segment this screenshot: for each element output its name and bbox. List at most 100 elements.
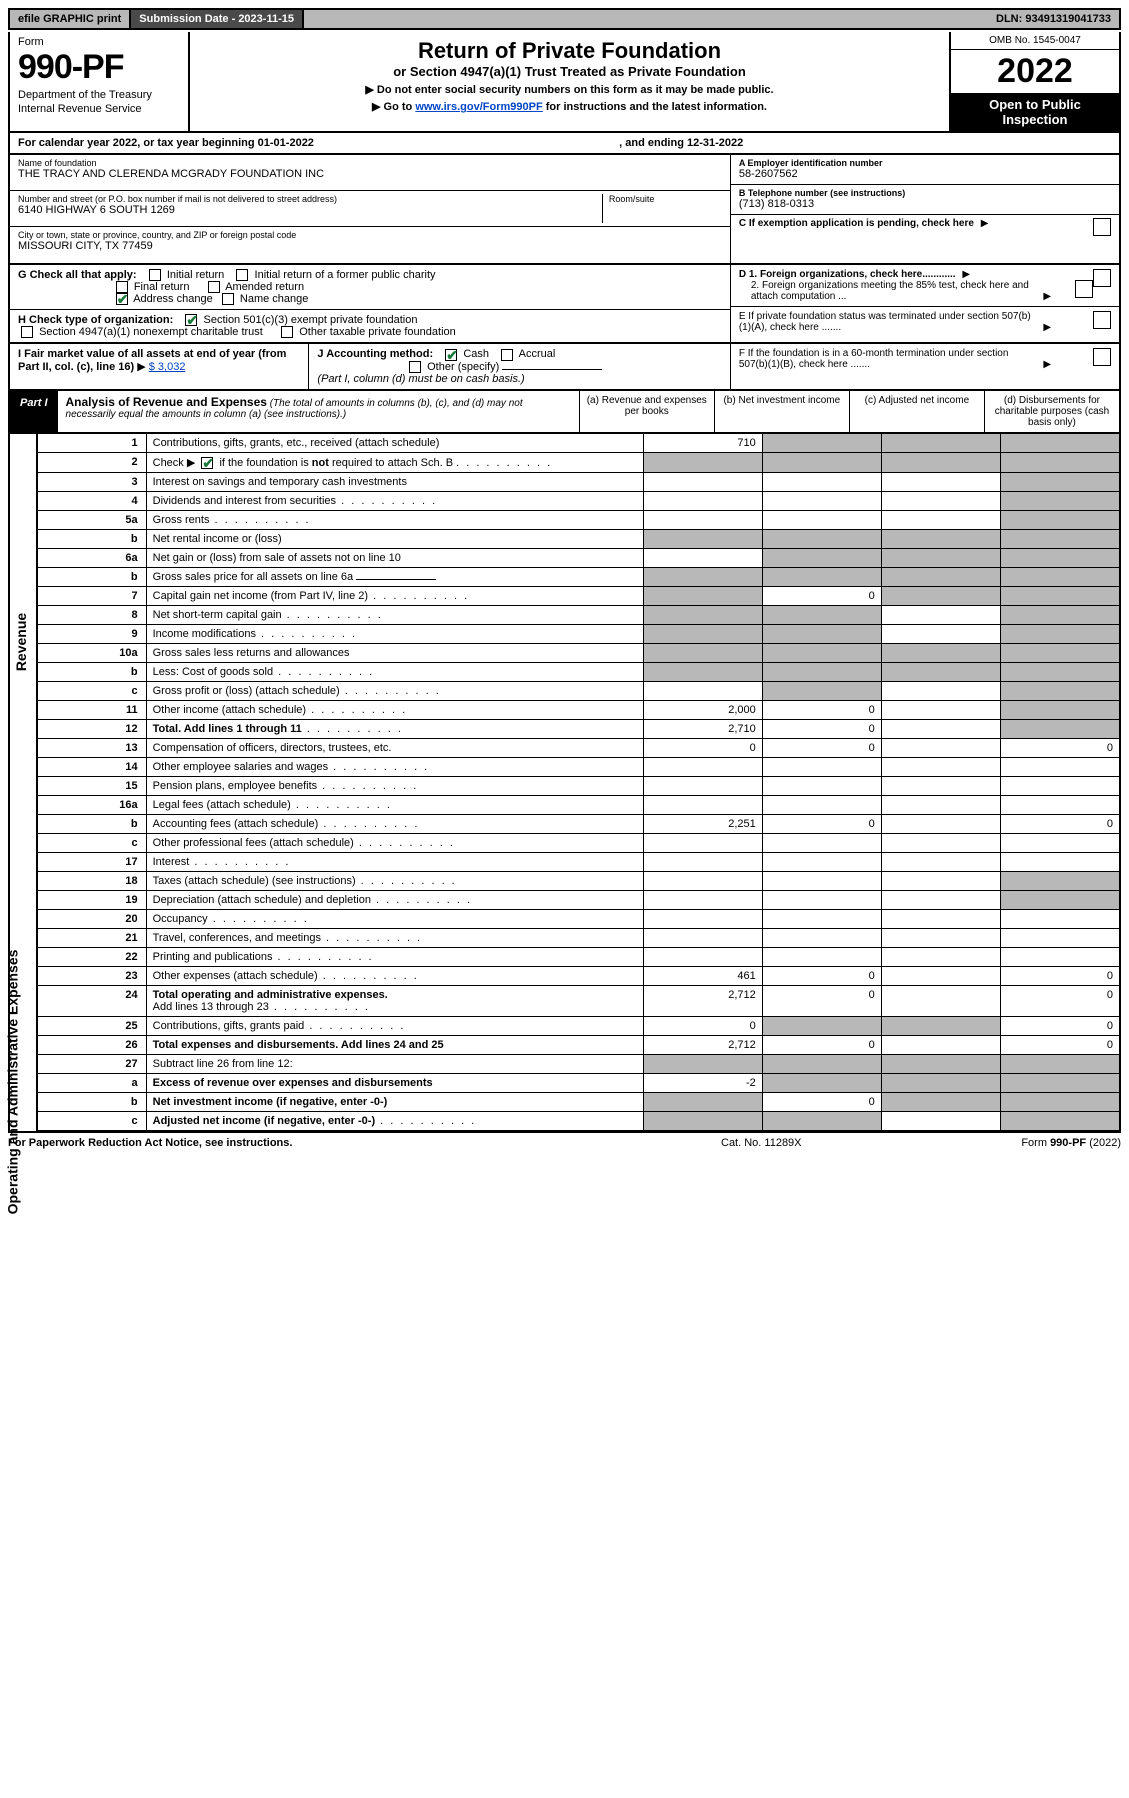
form-number: 990-PF — [18, 48, 180, 87]
header-right: OMB No. 1545-0047 2022 Open to Public In… — [949, 32, 1119, 131]
line-10b: bLess: Cost of goods sold — [38, 662, 1119, 681]
id-block: Name of foundation THE TRACY AND CLEREND… — [8, 155, 1121, 265]
col-c-hdr: (c) Adjusted net income — [849, 391, 984, 432]
initial-checkbox[interactable] — [149, 269, 161, 281]
addr-label: Number and street (or P.O. box number if… — [18, 194, 602, 204]
expenses-label: Operating and Administrative Expenses — [4, 949, 20, 1214]
line-6b: bGross sales price for all assets on lin… — [38, 567, 1119, 586]
line-25: 25Contributions, gifts, grants paid00 — [38, 1016, 1119, 1035]
footer: For Paperwork Reduction Act Notice, see … — [8, 1137, 1121, 1149]
initial-former-label: Initial return of a former public charit… — [255, 269, 436, 281]
form-title: Return of Private Foundation — [196, 38, 943, 64]
col-d-hdr: (d) Disbursements for charitable purpose… — [984, 391, 1119, 432]
irs-link[interactable]: www.irs.gov/Form990PF — [415, 101, 542, 113]
address: 6140 HIGHWAY 6 SOUTH 1269 — [18, 204, 602, 216]
note2-post: for instructions and the latest informat… — [543, 101, 767, 113]
line-6a: 6aNet gain or (loss) from sale of assets… — [38, 548, 1119, 567]
line-26: 26Total expenses and disbursements. Add … — [38, 1035, 1119, 1054]
cal-begin: 01-01-2022 — [258, 137, 314, 149]
side-label: Revenue Operating and Administrative Exp… — [10, 434, 38, 1131]
address-checkbox[interactable] — [116, 293, 128, 305]
e-checkbox[interactable] — [1093, 311, 1111, 329]
501c3-checkbox[interactable] — [185, 314, 197, 326]
ein-label: A Employer identification number — [739, 158, 1111, 168]
j-cell: J Accounting method: Cash Accrual Other … — [309, 344, 730, 388]
open-inspection: Open to Public Inspection — [951, 93, 1119, 131]
d1-checkbox[interactable] — [1093, 269, 1111, 287]
city-label: City or town, state or province, country… — [18, 230, 722, 240]
other-spec-checkbox[interactable] — [409, 361, 421, 373]
tel-row: B Telephone number (see instructions) (7… — [731, 185, 1119, 215]
f-checkbox[interactable] — [1093, 348, 1111, 366]
initial-former-checkbox[interactable] — [236, 269, 248, 281]
addr-row: Number and street (or P.O. box number if… — [10, 191, 730, 227]
other-taxable-checkbox[interactable] — [281, 326, 293, 338]
4947-label: Section 4947(a)(1) nonexempt charitable … — [39, 326, 263, 338]
j-note: (Part I, column (d) must be on cash basi… — [317, 373, 524, 385]
d-row: D 1. Foreign organizations, check here..… — [731, 265, 1119, 307]
revenue-label: Revenue — [13, 612, 29, 670]
footer-left: For Paperwork Reduction Act Notice, see … — [8, 1137, 721, 1149]
line-9: 9Income modifications — [38, 624, 1119, 643]
line-13: 13Compensation of officers, directors, t… — [38, 738, 1119, 757]
col-b-hdr: (b) Net investment income — [714, 391, 849, 432]
i-value[interactable]: $ 3,032 — [149, 361, 186, 373]
line-5b: bNet rental income or (loss) — [38, 529, 1119, 548]
f-cell: F If the foundation is in a 60-month ter… — [731, 344, 1119, 388]
namechg-checkbox[interactable] — [222, 293, 234, 305]
line-10c: cGross profit or (loss) (attach schedule… — [38, 681, 1119, 700]
line-22: 22Printing and publications — [38, 947, 1119, 966]
line-7: 7Capital gain net income (from Part IV, … — [38, 586, 1119, 605]
accrual-checkbox[interactable] — [501, 349, 513, 361]
tax-year: 2022 — [951, 50, 1119, 93]
4947-checkbox[interactable] — [21, 326, 33, 338]
note2-pre: ▶ Go to — [372, 101, 415, 113]
line-11: 11Other income (attach schedule)2,0000 — [38, 700, 1119, 719]
ein-row: A Employer identification number 58-2607… — [731, 155, 1119, 185]
c-checkbox[interactable] — [1093, 218, 1111, 236]
footer-right: Form 990-PF (2022) — [921, 1137, 1121, 1149]
line-21: 21Travel, conferences, and meetings — [38, 928, 1119, 947]
check-block: G Check all that apply: Initial return I… — [8, 265, 1121, 344]
cash-label: Cash — [463, 348, 489, 360]
line-27c: cAdjusted net income (if negative, enter… — [38, 1111, 1119, 1130]
h-row: H Check type of organization: Section 50… — [10, 310, 730, 342]
header-mid: Return of Private Foundation or Section … — [190, 32, 949, 131]
line-2: 2Check ▶ if the foundation is not requir… — [38, 452, 1119, 472]
address-change-label: Address change — [133, 293, 213, 305]
line-19: 19Depreciation (attach schedule) and dep… — [38, 890, 1119, 909]
lines-table: 1Contributions, gifts, grants, etc., rec… — [38, 434, 1119, 1131]
line-1: 1Contributions, gifts, grants, etc., rec… — [38, 434, 1119, 453]
e-label: E If private foundation status was termi… — [739, 311, 1037, 333]
accrual-label: Accrual — [519, 348, 556, 360]
city-value: MISSOURI CITY, TX 77459 — [18, 240, 722, 252]
calendar-row: For calendar year 2022, or tax year begi… — [8, 133, 1121, 155]
city-row: City or town, state or province, country… — [10, 227, 730, 263]
part1-header: Part I Analysis of Revenue and Expenses … — [8, 391, 1121, 434]
id-right: A Employer identification number 58-2607… — [731, 155, 1119, 263]
d2-checkbox[interactable] — [1075, 280, 1093, 298]
room-label: Room/suite — [609, 194, 722, 204]
schb-checkbox[interactable] — [201, 457, 213, 469]
e-row: E If private foundation status was termi… — [731, 307, 1119, 337]
main-table: Revenue Operating and Administrative Exp… — [8, 434, 1121, 1133]
c-row: C If exemption application is pending, c… — [731, 215, 1119, 245]
cash-checkbox[interactable] — [445, 349, 457, 361]
dln-label: DLN: 93491319041733 — [988, 10, 1119, 28]
initial-label: Initial return — [167, 269, 224, 281]
line-27a: aExcess of revenue over expenses and dis… — [38, 1073, 1119, 1092]
amended-checkbox[interactable] — [208, 281, 220, 293]
line-23: 23Other expenses (attach schedule)46100 — [38, 966, 1119, 985]
top-bar: efile GRAPHIC print Submission Date - 20… — [8, 8, 1121, 30]
cal-mid: , and ending — [619, 137, 687, 149]
check-right: D 1. Foreign organizations, check here..… — [731, 265, 1119, 342]
amended-label: Amended return — [225, 281, 304, 293]
line-16b: bAccounting fees (attach schedule)2,2510… — [38, 814, 1119, 833]
other-spec-label: Other (specify) — [427, 361, 499, 373]
501c3-label: Section 501(c)(3) exempt private foundat… — [203, 314, 417, 326]
line-16c: cOther professional fees (attach schedul… — [38, 833, 1119, 852]
fmv-row: I Fair market value of all assets at end… — [8, 344, 1121, 390]
arrow-icon: ▶ — [981, 218, 989, 229]
cal-end: 12-31-2022 — [687, 137, 743, 149]
part1-tag: Part I — [10, 391, 58, 432]
